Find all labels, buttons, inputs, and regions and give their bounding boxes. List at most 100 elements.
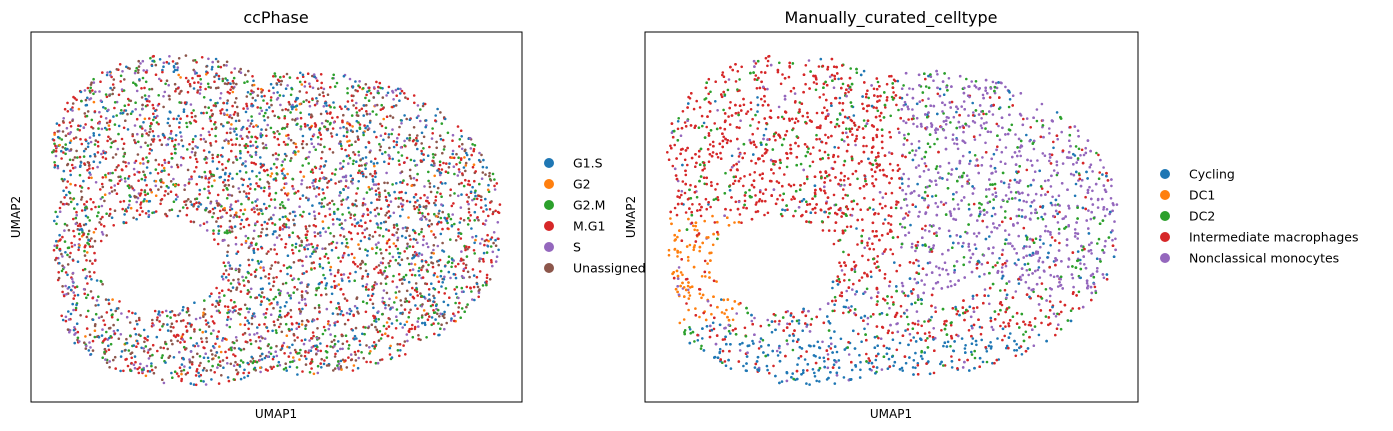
data-point — [481, 257, 485, 261]
data-point — [130, 356, 133, 360]
data-point — [374, 175, 377, 179]
data-point — [247, 271, 250, 275]
data-point — [254, 99, 257, 102]
data-point — [243, 303, 247, 307]
data-point — [258, 339, 262, 343]
data-point — [185, 329, 189, 333]
data-point — [79, 314, 82, 317]
data-point — [264, 234, 268, 237]
data-point — [493, 184, 496, 188]
data-point — [267, 272, 271, 276]
data-point — [389, 259, 392, 263]
data-point — [437, 322, 440, 325]
data-point — [118, 300, 121, 303]
data-point — [384, 132, 387, 135]
data-point — [250, 244, 253, 247]
data-point — [232, 353, 235, 356]
data-point — [302, 342, 306, 346]
data-point — [235, 105, 239, 109]
data-point — [269, 175, 273, 178]
data-point — [316, 244, 319, 247]
data-point — [92, 92, 95, 96]
data-point — [451, 149, 455, 153]
data-point — [259, 132, 263, 135]
data-point — [149, 347, 152, 351]
data-point — [482, 158, 485, 162]
data-point — [380, 313, 384, 316]
data-point — [228, 193, 232, 197]
data-point — [373, 281, 377, 284]
data-point — [334, 246, 338, 249]
data-point — [61, 318, 65, 322]
data-point — [58, 261, 61, 265]
data-point — [283, 352, 286, 355]
data-point — [267, 350, 271, 354]
data-point — [365, 191, 369, 194]
data-point — [156, 349, 159, 353]
data-point — [185, 199, 188, 203]
data-point — [364, 175, 368, 179]
data-point — [119, 200, 122, 204]
data-point — [437, 212, 441, 215]
data-point — [215, 73, 218, 77]
data-point — [233, 67, 237, 70]
data-point — [69, 312, 73, 316]
data-point — [348, 279, 351, 283]
data-point — [208, 170, 212, 173]
plot-frame — [30, 31, 523, 403]
data-point — [109, 171, 112, 175]
data-point — [144, 345, 148, 348]
data-point — [453, 314, 456, 318]
data-point — [89, 290, 93, 293]
data-point — [72, 328, 76, 332]
data-point — [455, 152, 458, 156]
data-point — [405, 199, 409, 203]
data-point — [111, 88, 114, 92]
data-point — [230, 267, 234, 271]
data-point — [433, 332, 436, 336]
data-point — [416, 307, 419, 311]
data-point — [96, 144, 100, 148]
data-point — [319, 112, 323, 116]
data-point — [437, 280, 441, 284]
data-point — [225, 131, 229, 135]
data-point — [76, 128, 80, 131]
data-point — [217, 160, 221, 164]
data-point — [72, 229, 75, 233]
data-point — [167, 137, 170, 141]
data-point — [457, 262, 460, 266]
data-point — [465, 285, 469, 289]
data-point — [364, 262, 367, 266]
data-point — [361, 171, 364, 175]
data-point — [385, 211, 389, 215]
data-point — [297, 325, 301, 329]
data-point — [69, 182, 72, 186]
data-point — [252, 79, 255, 83]
data-point — [378, 234, 381, 237]
data-point — [438, 333, 441, 337]
data-point — [375, 135, 378, 139]
data-point — [303, 85, 307, 88]
data-point — [117, 175, 120, 179]
data-point — [364, 269, 368, 273]
data-point — [250, 89, 253, 92]
data-point — [250, 208, 254, 211]
data-point — [316, 136, 320, 139]
data-point — [278, 309, 282, 313]
data-point — [374, 193, 378, 196]
data-point — [111, 171, 114, 175]
data-point — [453, 172, 456, 176]
data-point — [200, 175, 204, 179]
data-point — [420, 230, 423, 234]
chart-title: ccPhase — [243, 8, 308, 27]
data-point — [409, 158, 413, 162]
data-point — [125, 315, 129, 319]
data-point — [205, 369, 208, 372]
data-point — [230, 123, 233, 126]
data-point — [344, 179, 348, 182]
data-point — [294, 151, 297, 154]
data-point — [367, 326, 370, 330]
data-point — [407, 216, 410, 219]
data-point — [387, 238, 391, 241]
data-point — [246, 319, 249, 323]
